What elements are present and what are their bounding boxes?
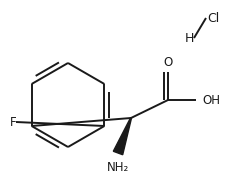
Text: F: F bbox=[10, 115, 17, 129]
Text: NH₂: NH₂ bbox=[106, 161, 129, 174]
Polygon shape bbox=[113, 118, 131, 155]
Text: Cl: Cl bbox=[206, 11, 218, 25]
Text: O: O bbox=[163, 56, 172, 69]
Text: H: H bbox=[184, 32, 194, 45]
Text: OH: OH bbox=[201, 93, 219, 107]
